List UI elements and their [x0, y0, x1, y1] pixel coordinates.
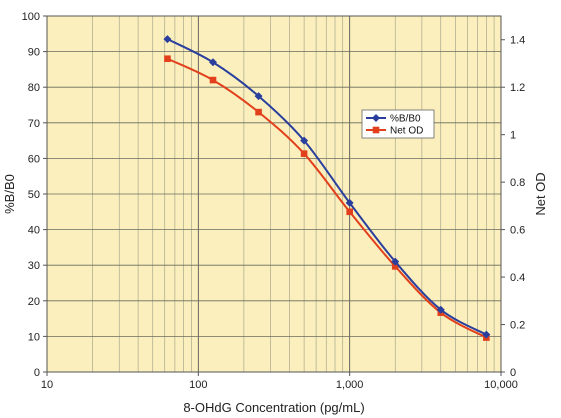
y-tick-label: 70 — [28, 118, 40, 130]
y-tick-label: 30 — [28, 260, 40, 272]
legend-label: %B/B0 — [390, 114, 421, 125]
data-point — [208, 58, 217, 67]
legend-marker — [372, 126, 380, 134]
y-axis-right: 0 0.2 0.4 0.6 0.8 1 1.2 1.4 — [501, 35, 525, 379]
data-point — [482, 330, 491, 339]
y-axis-left: 0 10 20 30 40 50 60 70 80 90 100 — [22, 11, 47, 379]
data-point — [436, 305, 445, 314]
y-tick-label: 90 — [28, 47, 40, 59]
y-tick-label: 10 — [28, 331, 40, 343]
data-point — [345, 198, 354, 207]
legend-label: Net OD — [390, 126, 423, 137]
y-tick-label: 20 — [28, 296, 40, 308]
y-tick-label: 100 — [22, 11, 40, 23]
y-tick-label: 40 — [28, 225, 40, 237]
series-layer — [163, 35, 491, 341]
y2-tick-label: 1 — [510, 130, 516, 142]
series-line — [166, 38, 487, 336]
y-tick-label: 0 — [34, 367, 40, 379]
data-point — [391, 257, 400, 266]
series-line — [167, 57, 487, 339]
data-point — [300, 150, 308, 157]
data-point — [255, 108, 262, 116]
data-point — [346, 208, 353, 216]
x-tick-label: 10,000 — [484, 379, 518, 391]
data-point — [209, 76, 217, 84]
y2-tick-label: 0.6 — [510, 225, 525, 237]
x-tick-label: 100 — [189, 379, 207, 391]
y-axis-title: %B/B0 — [2, 174, 17, 214]
x-axis: 10 100 1,000 10,000 — [41, 372, 518, 391]
data-point — [164, 55, 171, 63]
x-axis-title: 8-OHdG Concentration (pg/mL) — [183, 400, 364, 415]
data-point — [163, 35, 172, 44]
y2-tick-label: 0.4 — [510, 272, 525, 284]
y-tick-label: 80 — [28, 82, 40, 94]
series--b-b0 — [163, 35, 491, 339]
y-tick-label: 60 — [28, 153, 40, 165]
y2-tick-label: 1.2 — [510, 82, 525, 94]
data-point — [254, 92, 263, 101]
data-point — [391, 263, 399, 270]
y2-tick-label: 0 — [510, 367, 516, 379]
x-tick-label: 10 — [41, 379, 53, 391]
legend-box — [361, 109, 435, 139]
y2-axis-title: Net OD — [533, 172, 548, 215]
data-point — [300, 136, 309, 145]
y2-tick-label: 0.8 — [510, 177, 525, 189]
y2-tick-label: 0.2 — [510, 320, 525, 332]
y2-tick-label: 1.4 — [510, 35, 525, 47]
legend-marker — [372, 114, 380, 122]
x-tick-label: 1,000 — [336, 379, 364, 391]
y-tick-label: 50 — [28, 189, 40, 201]
